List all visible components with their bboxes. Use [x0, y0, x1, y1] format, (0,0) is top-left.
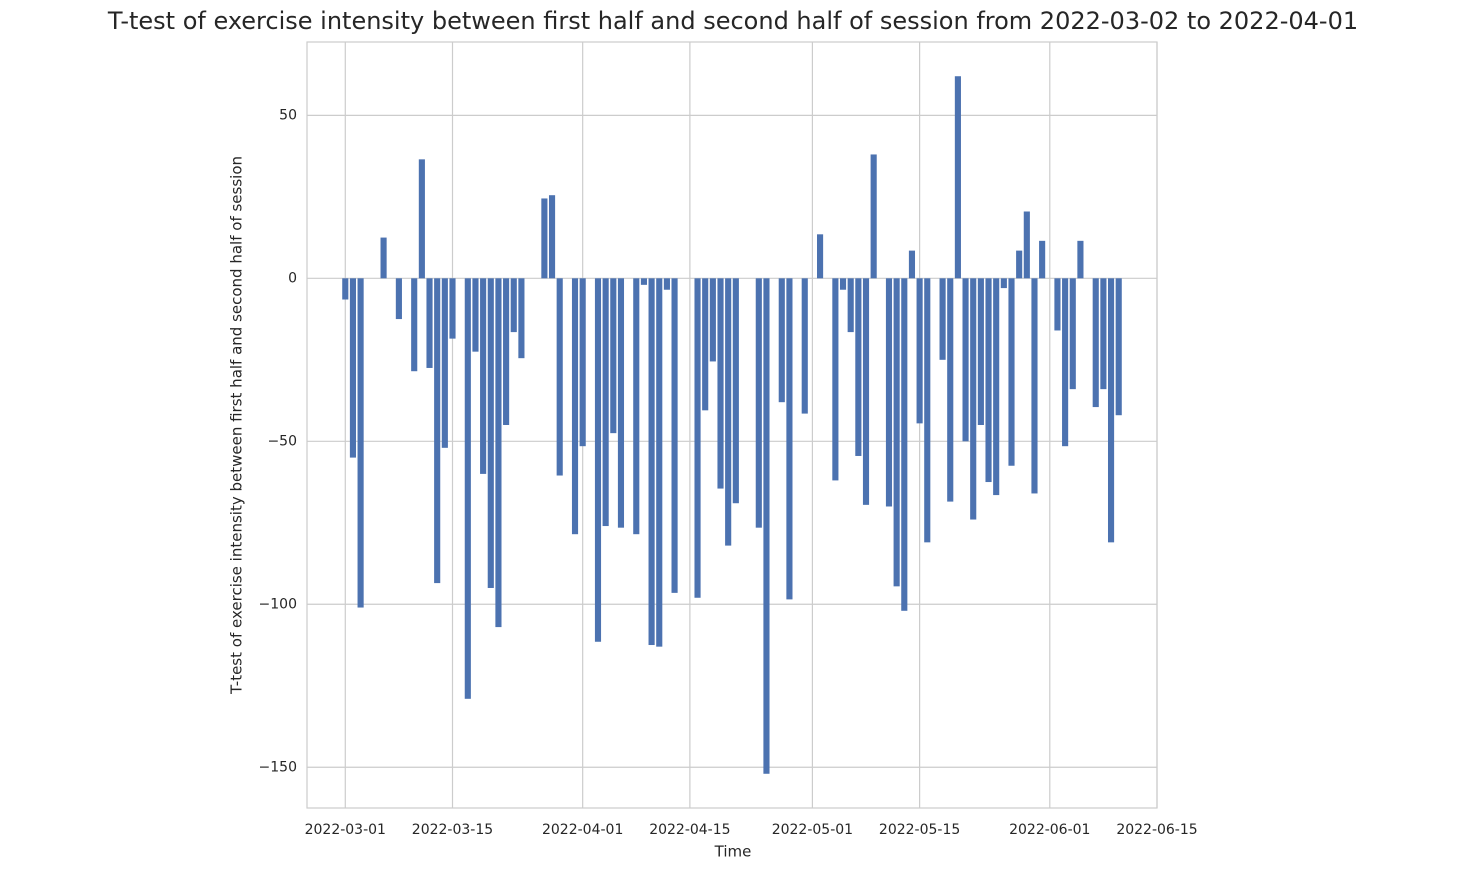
- x-tick-label: 2022-03-15: [412, 822, 493, 838]
- bar: [594, 278, 602, 642]
- bar: [985, 278, 992, 483]
- bar: [832, 278, 839, 481]
- bar: [571, 278, 579, 535]
- bar: [487, 278, 494, 588]
- bar: [763, 278, 770, 774]
- x-tick-label: 2022-03-01: [305, 822, 386, 838]
- bar: [671, 278, 678, 593]
- bar: [342, 278, 349, 300]
- bar: [993, 278, 1000, 496]
- y-tick-label: 50: [279, 107, 297, 123]
- bar: [1039, 240, 1046, 279]
- bar: [395, 278, 402, 320]
- x-axis-label: Time: [714, 843, 752, 861]
- bar: [778, 278, 785, 403]
- bar: [617, 278, 625, 528]
- bar: [349, 278, 357, 458]
- bar: [548, 195, 556, 279]
- bar: [1016, 250, 1023, 279]
- bar: [847, 278, 854, 333]
- bar: [1062, 278, 1069, 447]
- bar: [495, 278, 502, 628]
- plot-frame: [306, 41, 1158, 809]
- bar: [1069, 278, 1076, 390]
- bar: [947, 278, 954, 502]
- bar: [1092, 278, 1099, 408]
- bar: [694, 278, 701, 598]
- bar: [1000, 278, 1007, 289]
- y-axis-label: T-test of exercise intensity between fir…: [228, 156, 246, 695]
- bar: [633, 278, 640, 535]
- bar: [357, 278, 364, 608]
- bar: [648, 278, 655, 646]
- bar: [510, 278, 517, 333]
- x-tick-label: 2022-05-15: [879, 822, 960, 838]
- bar: [1077, 240, 1084, 279]
- bar: [755, 278, 762, 528]
- x-tick-label: 2022-06-01: [1009, 822, 1090, 838]
- bar: [518, 278, 525, 359]
- bar: [1008, 278, 1015, 466]
- bar: [977, 278, 984, 425]
- bar: [870, 154, 877, 279]
- y-tick-label: −100: [259, 596, 297, 612]
- bar: [656, 278, 663, 647]
- bar: [449, 278, 456, 339]
- bar: [602, 278, 609, 527]
- bar: [1054, 278, 1061, 331]
- bar: [1107, 278, 1115, 543]
- bar: [1100, 278, 1107, 390]
- bar: [702, 278, 709, 411]
- bar: [817, 234, 824, 279]
- bar: [556, 278, 563, 476]
- bar: [434, 278, 441, 584]
- bar: [1115, 278, 1122, 416]
- bar: [472, 278, 479, 352]
- bar: [610, 278, 617, 434]
- bar: [855, 278, 862, 456]
- bar: [924, 278, 931, 543]
- bar: [1023, 211, 1030, 279]
- bar: [732, 278, 739, 504]
- bar: [962, 278, 969, 442]
- bar: [663, 278, 670, 290]
- bar: [441, 278, 448, 448]
- chart-title: T-test of exercise intensity between fir…: [107, 7, 1358, 35]
- x-tick-label: 2022-05-01: [772, 822, 853, 838]
- bar: [901, 278, 908, 611]
- bar: [970, 278, 977, 520]
- bar: [939, 278, 946, 360]
- bar: [801, 278, 808, 414]
- bar: [541, 198, 548, 279]
- bar: [418, 159, 425, 279]
- bar: [916, 278, 923, 424]
- bar: [893, 278, 900, 587]
- bar: [503, 278, 510, 425]
- y-tick-label: −50: [267, 433, 297, 449]
- bar: [725, 278, 732, 546]
- bar: [954, 76, 961, 279]
- x-tick-label: 2022-04-01: [542, 822, 623, 838]
- y-tick-label: 0: [288, 270, 297, 286]
- bar: [1031, 278, 1038, 494]
- bar: [709, 278, 716, 362]
- bar: [579, 278, 586, 447]
- x-tick-label: 2022-06-15: [1116, 822, 1197, 838]
- x-tick-label: 2022-04-15: [649, 822, 730, 838]
- bar: [480, 278, 487, 474]
- bar: [908, 250, 916, 279]
- bar: [380, 237, 387, 279]
- y-tick-label: −150: [259, 759, 297, 775]
- bar: [426, 278, 433, 368]
- bar: [885, 278, 893, 507]
- bar: [786, 278, 793, 600]
- bar: [862, 278, 870, 505]
- bar: [839, 278, 847, 290]
- bar: [411, 278, 418, 372]
- bar: [640, 278, 647, 285]
- bar: [717, 278, 724, 489]
- bar: [464, 278, 471, 699]
